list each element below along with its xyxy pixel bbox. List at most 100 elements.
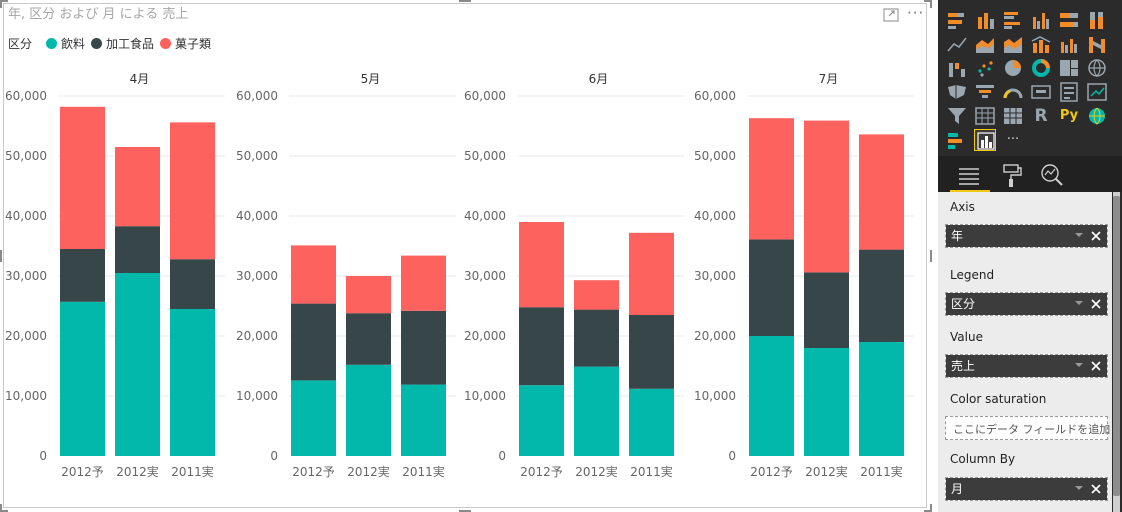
bar-segment[interactable] <box>804 272 849 348</box>
bar-segment[interactable] <box>519 222 564 308</box>
selected-visual-icon[interactable] <box>974 129 996 151</box>
bar-segment[interactable] <box>115 226 160 273</box>
bar-segment[interactable] <box>519 307 564 386</box>
bar-segment[interactable] <box>629 315 674 389</box>
column-by-field-chip[interactable]: 月 <box>946 478 1107 500</box>
bar-segment[interactable] <box>291 245 336 304</box>
resize-handle-bottom[interactable] <box>459 510 471 512</box>
python-visual-icon[interactable]: Py <box>1058 105 1080 127</box>
line-chart-icon[interactable] <box>946 33 968 55</box>
pie-icon[interactable] <box>1002 57 1024 79</box>
chevron-down-icon[interactable] <box>1075 233 1083 237</box>
bar-segment[interactable] <box>60 301 105 456</box>
color-saturation-well[interactable]: ここにデータ フィールドを追加して... <box>945 416 1122 440</box>
resize-handle-bottom-right-v[interactable] <box>930 504 932 512</box>
tab-format[interactable] <box>992 160 1032 190</box>
axis-well[interactable]: 年 <box>945 224 1108 248</box>
line-column-icon[interactable] <box>1030 33 1052 55</box>
card-icon[interactable] <box>1030 81 1052 103</box>
table-icon[interactable] <box>974 105 996 127</box>
legend-well[interactable]: 区分 <box>945 292 1108 316</box>
more-visuals-icon[interactable]: ··· <box>1002 129 1024 151</box>
close-icon[interactable] <box>1089 482 1103 496</box>
bar-segment[interactable] <box>346 276 391 314</box>
resize-handle-top-right-v[interactable] <box>930 0 932 8</box>
bar-segment[interactable] <box>804 348 849 456</box>
more-options-icon[interactable]: ··· <box>907 4 925 22</box>
bar-segment[interactable] <box>749 118 794 240</box>
resize-handle-bottom-left[interactable] <box>0 510 8 512</box>
bar-segment[interactable] <box>629 388 674 456</box>
stacked-column-icon[interactable] <box>974 9 996 31</box>
donut-icon[interactable] <box>1030 57 1052 79</box>
bar-segment[interactable] <box>291 380 336 456</box>
100-stacked-column-icon[interactable] <box>1086 9 1108 31</box>
axis-field-chip[interactable]: 年 <box>946 225 1107 247</box>
bar-segment[interactable] <box>749 336 794 456</box>
chevron-down-icon[interactable] <box>1075 486 1083 490</box>
bar-segment[interactable] <box>115 273 160 456</box>
scatter-icon[interactable] <box>974 57 996 79</box>
area-chart-icon[interactable] <box>974 33 996 55</box>
bar-segment[interactable] <box>346 313 391 365</box>
chevron-down-icon[interactable] <box>1075 301 1083 305</box>
close-icon[interactable] <box>1089 297 1103 311</box>
bar-segment[interactable] <box>346 364 391 456</box>
bar-segment[interactable] <box>170 309 215 456</box>
resize-handle-top-left[interactable] <box>0 0 8 2</box>
legend-item[interactable]: 加工食品 <box>91 35 154 52</box>
waterfall-icon[interactable] <box>946 57 968 79</box>
bar-segment[interactable] <box>574 366 619 456</box>
bar-segment[interactable] <box>859 134 904 250</box>
clustered-bar-icon[interactable] <box>1002 9 1024 31</box>
stacked-area-icon[interactable] <box>1002 33 1024 55</box>
bar-segment[interactable] <box>859 249 904 342</box>
resize-handle-top-right[interactable] <box>924 0 932 2</box>
resize-handle-top-left-v[interactable] <box>0 0 2 8</box>
gauge-icon[interactable] <box>1002 81 1024 103</box>
100-stacked-bar-icon[interactable] <box>1058 9 1080 31</box>
close-icon[interactable] <box>1089 359 1103 373</box>
bar-segment[interactable] <box>60 106 105 249</box>
legend-item[interactable]: 菓子類 <box>160 35 211 52</box>
bar-segment[interactable] <box>401 310 446 385</box>
legend-field-chip[interactable]: 区分 <box>946 293 1107 315</box>
bar-segment[interactable] <box>629 232 674 315</box>
custom-visual-icon[interactable] <box>946 129 968 151</box>
bar-segment[interactable] <box>401 255 446 311</box>
filled-map-icon[interactable] <box>946 81 968 103</box>
tab-analytics[interactable] <box>1032 160 1072 190</box>
ribbon-chart-icon[interactable] <box>1086 33 1108 55</box>
value-field-chip[interactable]: 売上 <box>946 355 1107 377</box>
stacked-bar-icon[interactable] <box>946 9 968 31</box>
globe-icon[interactable] <box>1086 105 1108 127</box>
matrix-icon[interactable] <box>1002 105 1024 127</box>
bar-segment[interactable] <box>401 384 446 456</box>
tab-fields[interactable] <box>950 160 990 193</box>
line-clustered-column-icon[interactable] <box>1058 33 1080 55</box>
bar-segment[interactable] <box>60 249 105 302</box>
column-by-well[interactable]: 月 <box>945 477 1108 501</box>
chart-visual[interactable]: 年, 区分 および 月 による 売上 ··· 区分 飲料 加工食品 菓子類 0 1… <box>0 0 936 512</box>
bar-segment[interactable] <box>291 303 336 381</box>
kpi-icon[interactable] <box>1086 81 1108 103</box>
map-icon[interactable] <box>1086 57 1108 79</box>
resize-handle-right[interactable] <box>930 250 932 262</box>
resize-handle-left[interactable] <box>0 250 2 262</box>
legend-item[interactable]: 飲料 <box>46 35 85 52</box>
bar-segment[interactable] <box>749 239 794 336</box>
bar-segment[interactable] <box>804 120 849 273</box>
bar-segment[interactable] <box>859 342 904 456</box>
slicer-icon[interactable] <box>946 105 968 127</box>
resize-handle-bottom-right[interactable] <box>924 510 932 512</box>
bar-segment[interactable] <box>115 147 160 227</box>
bar-segment[interactable] <box>170 122 215 260</box>
resize-handle-top[interactable] <box>459 0 471 2</box>
focus-mode-icon[interactable] <box>883 8 899 22</box>
bar-segment[interactable] <box>574 309 619 367</box>
funnel-icon[interactable] <box>974 81 996 103</box>
resize-handle-bottom-left-v[interactable] <box>0 504 2 512</box>
pane-scrollbar-thumb[interactable] <box>1113 196 1120 496</box>
multi-row-card-icon[interactable] <box>1058 81 1080 103</box>
treemap-icon[interactable] <box>1058 57 1080 79</box>
